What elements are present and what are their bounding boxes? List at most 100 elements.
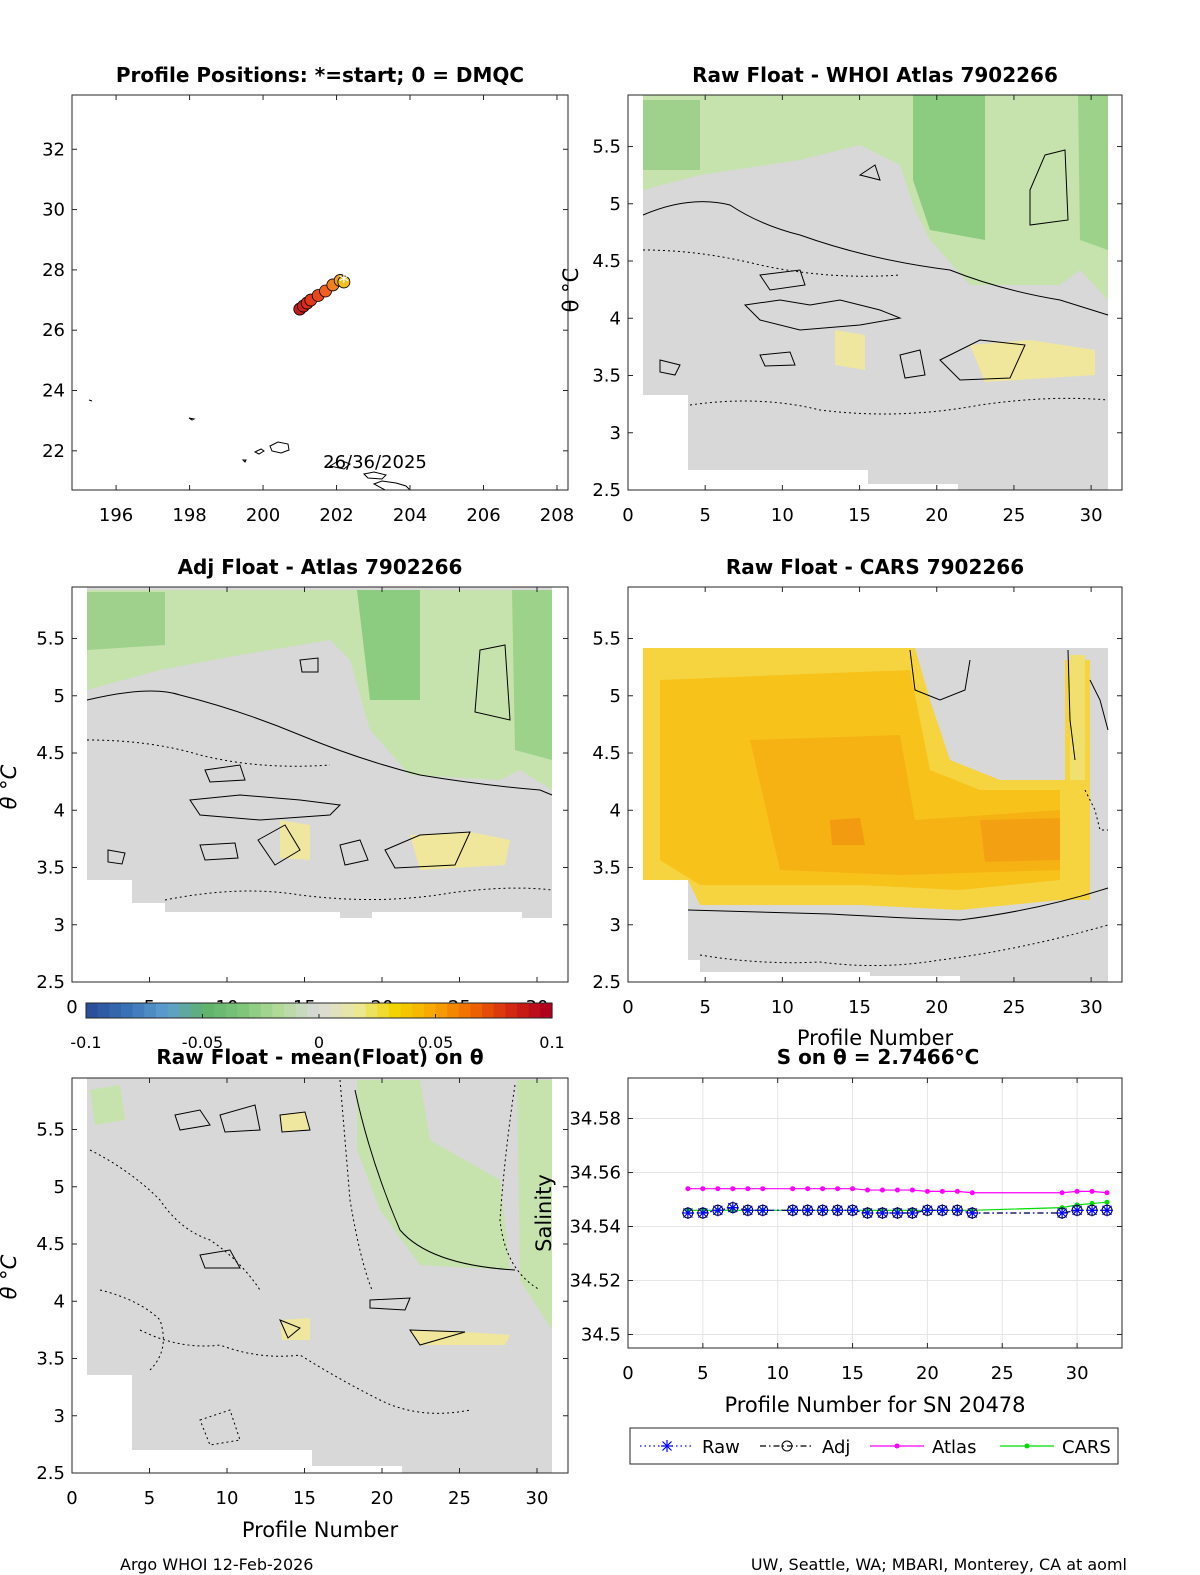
island-outline — [328, 459, 351, 470]
x-tick-label: 15 — [848, 997, 871, 1018]
data-point-atlas — [969, 1190, 975, 1196]
data-point-raw — [951, 1204, 964, 1217]
field-orange-strong — [980, 818, 1060, 862]
contour-line — [299, 657, 319, 673]
x-tick-label: 5 — [697, 1363, 708, 1384]
y-tick-label: 3.5 — [36, 1349, 65, 1370]
y-tick-label: 3 — [610, 915, 621, 936]
contour-line — [189, 794, 342, 821]
data-point-raw — [786, 1204, 799, 1217]
colorbar-cell — [202, 1003, 215, 1018]
data-point-atlas — [909, 1187, 915, 1193]
y-tick-label: 34.52 — [569, 1271, 621, 1292]
x-tick-label: 0 — [622, 505, 633, 526]
contour-line — [369, 1297, 411, 1311]
field-green-strong — [643, 100, 700, 170]
data-point-raw — [921, 1204, 934, 1217]
contour-line — [409, 1329, 466, 1346]
contour-line — [107, 849, 126, 865]
colorbar-cell — [540, 1003, 553, 1018]
y-tick-label: 2.5 — [592, 480, 621, 501]
colorbar-tick-label: 0 — [314, 1033, 324, 1052]
map-x-axis: 196 198 200 202 204 206 208 — [99, 95, 574, 526]
x-tick-label: 25 — [991, 1363, 1014, 1384]
data-point-raw — [696, 1207, 709, 1219]
legend-label-atlas: Atlas — [932, 1437, 976, 1458]
data-point-raw-stroke — [877, 1208, 888, 1218]
x-tick-label: 20 — [916, 1363, 939, 1384]
legend-marker-cars — [1024, 1443, 1030, 1449]
y-tick-label: 5.5 — [592, 629, 621, 650]
x-tick-label: 30 — [526, 1488, 549, 1509]
data-point-raw-stroke — [967, 1208, 978, 1218]
data-point-atlas — [924, 1188, 930, 1194]
x-tick-label: 15 — [293, 1488, 316, 1509]
data-point-raw-stroke — [1072, 1205, 1083, 1216]
y-tick-label: 28 — [42, 260, 65, 281]
y-tick-label: 24 — [42, 380, 65, 401]
mean-axes — [71, 1077, 569, 1474]
data-point-atlas — [954, 1188, 960, 1194]
legend-label-cars: CARS — [1062, 1437, 1111, 1458]
x-tick-label: 20 — [371, 1488, 394, 1509]
field-yellow — [1070, 655, 1085, 780]
x-tick-label: 5 — [144, 1488, 155, 1509]
contour-line — [219, 1104, 261, 1133]
salinity-y-axis: 34.5 34.52 34.54 34.56 34.58 — [569, 1109, 1122, 1346]
colorbar-cell — [482, 1003, 495, 1018]
data-point-raw-stroke — [907, 1208, 918, 1218]
series-raw — [681, 1201, 1114, 1219]
field-green — [87, 590, 552, 790]
y-tick-label: 4 — [54, 800, 65, 821]
data-point-raw-stroke — [787, 1205, 798, 1216]
colorbar-cell — [214, 1003, 227, 1018]
x-tick-label: 25 — [1002, 505, 1025, 526]
start-marker: * — [339, 270, 349, 294]
x-tick-label: 0 — [622, 997, 633, 1018]
colorbar-tick-label: -0.05 — [182, 1033, 223, 1052]
contour-line — [939, 339, 1026, 381]
data-point-atlas — [1104, 1190, 1110, 1196]
map-date-label: 26/36/2025 — [323, 452, 427, 473]
data-point-raw-stroke — [817, 1205, 828, 1216]
y-tick-label: 3 — [610, 423, 621, 444]
colorbar-cell — [528, 1003, 541, 1018]
map-panel: Profile Positions: *=start; 0 = DMQC * 2… — [42, 63, 574, 526]
y-tick-label: 3.5 — [36, 858, 65, 879]
x-tick-label: 10 — [771, 997, 794, 1018]
field-yellow — [410, 1330, 510, 1345]
series-atlas — [685, 1186, 1110, 1196]
data-point-raw — [936, 1204, 949, 1217]
contour-line — [759, 351, 796, 367]
x-tick-label: 5 — [699, 505, 710, 526]
data-point-raw-stroke — [1102, 1205, 1112, 1216]
y-tick-label: 34.58 — [569, 1109, 621, 1130]
data-point-raw — [831, 1204, 844, 1217]
field-yellow — [280, 820, 310, 860]
contour-line — [858, 164, 881, 181]
adj-field — [86, 587, 553, 918]
island-outline — [372, 480, 411, 490]
data-point-atlas — [820, 1186, 826, 1192]
y-tick-label: 22 — [42, 441, 65, 462]
contour-line-negative — [164, 887, 553, 901]
data-point-atlas — [745, 1186, 751, 1192]
cars-y-axis: 2.5 3 3.5 4 4.5 5 5.5 — [592, 629, 1122, 993]
colorbar: -0.1 -0.05 0 0.05 0.1 — [70, 1002, 565, 1052]
data-point-raw — [906, 1207, 919, 1219]
island-outline — [188, 417, 196, 421]
contour-line-negative — [642, 249, 901, 277]
island-outline — [253, 448, 265, 455]
field-yellow — [280, 1112, 310, 1132]
y-tick-label: 5 — [54, 686, 65, 707]
contour-line — [642, 201, 1109, 316]
field-green — [517, 1080, 552, 1330]
x-tick-label: 10 — [766, 1363, 789, 1384]
field-neutral — [87, 1078, 552, 1473]
contour-line — [257, 824, 301, 866]
colorbar-cell — [260, 1003, 273, 1018]
data-point-raw-stroke — [847, 1205, 858, 1216]
contour-line — [86, 690, 553, 796]
data-point-cars — [1104, 1199, 1110, 1205]
y-tick-label: 4.5 — [592, 743, 621, 764]
